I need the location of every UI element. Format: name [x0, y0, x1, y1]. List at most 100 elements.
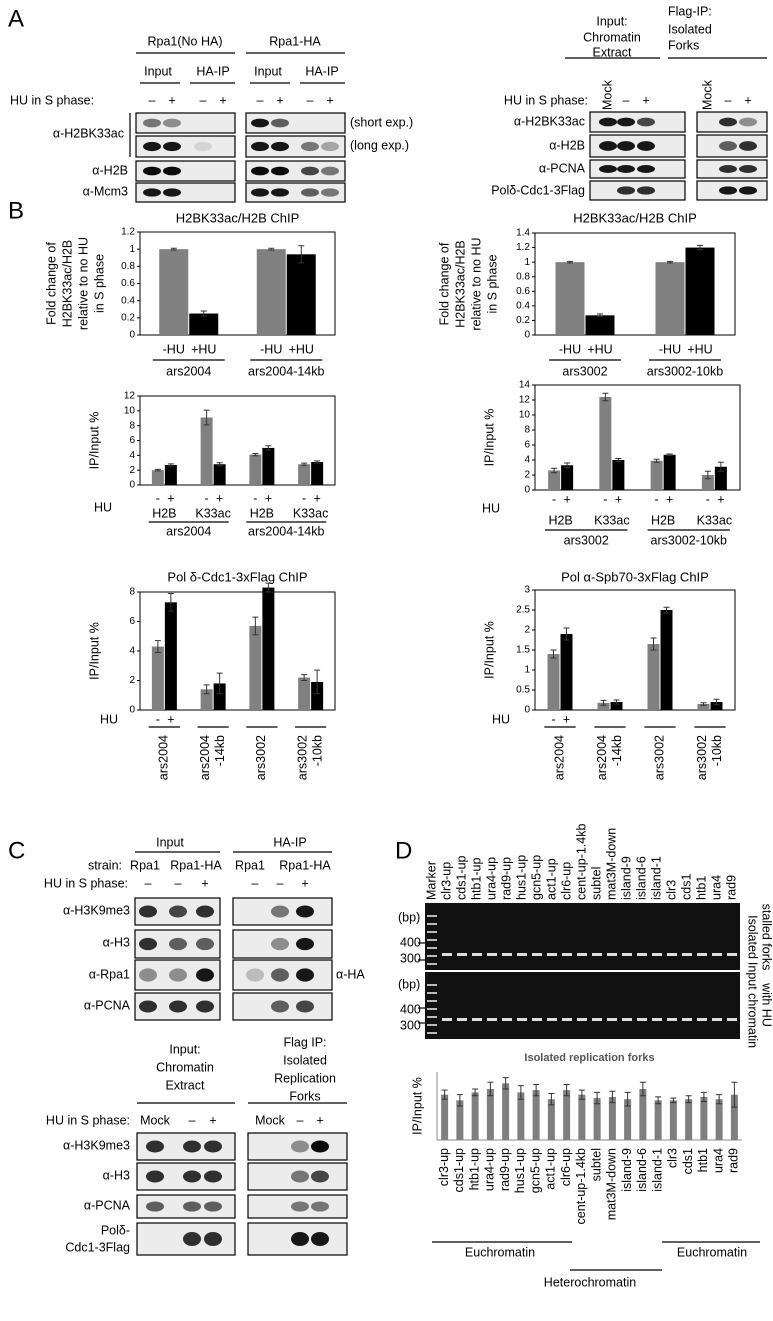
categories: rad9	[727, 1148, 741, 1173]
hu: Mock	[700, 79, 714, 110]
tick-label: 0.8	[516, 271, 530, 282]
markers: 400	[400, 935, 421, 949]
categories: rad9-up	[498, 1148, 512, 1191]
band	[204, 1140, 222, 1153]
headers: Isolated	[283, 1053, 327, 1067]
categories: -HU	[163, 342, 185, 356]
gel-band	[502, 1018, 512, 1021]
error-bar	[301, 462, 308, 466]
tick-label: 1	[129, 244, 135, 255]
gel-band	[712, 953, 722, 956]
hu-label: HU	[482, 501, 500, 515]
tick-label: 10	[519, 410, 531, 421]
lanes: cds1	[679, 874, 693, 900]
blot	[135, 135, 236, 158]
tick-label: 0	[524, 330, 530, 341]
gel-band	[607, 1018, 617, 1021]
tick-label: 0.4	[121, 295, 135, 306]
band	[291, 1201, 309, 1212]
bar	[669, 1100, 677, 1140]
groups: ars2004	[157, 735, 171, 780]
error-bar	[731, 1081, 738, 1108]
antibodies: α-H3	[103, 1168, 130, 1182]
groups: ars2004	[595, 735, 609, 780]
gel-band	[457, 1018, 467, 1021]
band	[169, 937, 187, 951]
categories: +	[563, 492, 570, 506]
subgroups: H2B	[152, 506, 176, 520]
band	[719, 117, 737, 127]
ladder-band	[427, 947, 437, 949]
tick-label: 0	[129, 480, 135, 491]
lanes: island-1	[649, 856, 663, 900]
bar	[597, 702, 610, 710]
error-bar	[567, 260, 573, 264]
hu: –	[145, 876, 152, 890]
bar	[311, 681, 324, 710]
error-bar	[639, 1081, 646, 1097]
categories: -HU	[659, 342, 681, 356]
bar	[612, 460, 625, 490]
lanes: hus1-up	[514, 855, 528, 900]
bar	[486, 1089, 494, 1140]
bar	[730, 1094, 738, 1140]
ladder-band	[427, 939, 437, 941]
gel	[425, 972, 740, 1039]
categories: +	[615, 492, 622, 506]
blot	[245, 135, 346, 158]
y-label: in S phase	[485, 254, 499, 313]
bar	[624, 1099, 632, 1140]
subgroups: K33ac	[293, 506, 328, 520]
strains: Rpa1	[130, 858, 160, 872]
blot	[232, 992, 333, 1021]
band	[617, 141, 635, 151]
categories: ura4-up	[483, 1148, 497, 1191]
hu: +	[276, 93, 283, 107]
subgroups: K33ac	[697, 513, 732, 527]
gel-labels: stalled forks	[760, 904, 773, 971]
groups: ars3002	[254, 735, 268, 780]
bar	[151, 470, 164, 485]
antibodies: α-H2BK33ac	[53, 126, 124, 140]
hu: Mock	[600, 79, 614, 110]
error-bar	[265, 445, 272, 451]
band	[204, 1231, 222, 1247]
gel-labels: Input chromatin	[746, 962, 760, 1048]
antibodies: α-H3K9me3	[63, 1138, 130, 1152]
categories: island-1	[650, 1148, 664, 1192]
headers: Input:	[169, 1042, 200, 1056]
gel-band	[472, 953, 482, 956]
error-bar	[252, 616, 259, 636]
hu: –	[307, 93, 314, 107]
band	[296, 937, 314, 951]
bar	[548, 470, 561, 490]
band	[163, 166, 181, 176]
hu: –	[725, 93, 732, 107]
band	[169, 905, 187, 918]
gel-band	[487, 953, 497, 956]
error-bar	[653, 458, 660, 463]
error-bar	[655, 1096, 662, 1105]
error-bar	[167, 463, 174, 467]
band	[271, 118, 289, 128]
band	[139, 968, 157, 982]
tick-label: 1	[524, 257, 530, 268]
hu-label: HU in S phase:	[504, 93, 588, 107]
groups: -10kb	[310, 735, 324, 766]
band	[204, 1170, 222, 1183]
tick-label: 10	[124, 405, 136, 416]
band	[739, 186, 757, 195]
tick-label: 1	[524, 665, 530, 676]
band	[163, 141, 181, 152]
tick-label: 2	[129, 675, 135, 686]
error-bar	[154, 640, 161, 653]
ladder-band	[427, 963, 437, 965]
categories: cds1	[681, 1148, 695, 1174]
band	[204, 1201, 222, 1212]
antibodies: Polδ-	[101, 1223, 130, 1237]
bar	[660, 610, 673, 710]
letter: B	[8, 197, 24, 224]
blot	[135, 112, 236, 134]
error-bar	[704, 470, 711, 480]
error-bar	[650, 637, 657, 651]
